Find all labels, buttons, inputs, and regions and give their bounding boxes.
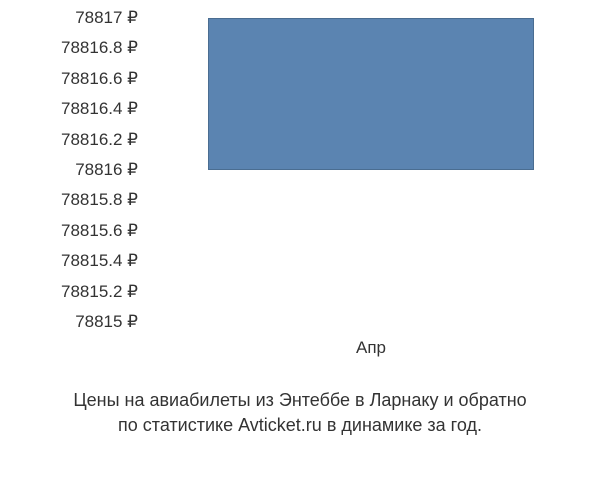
y-tick: 78816.8 ₽	[61, 38, 138, 58]
x-axis-label: Апр	[356, 338, 386, 358]
y-tick: 78816 ₽	[75, 160, 138, 180]
y-tick: 78815.2 ₽	[61, 282, 138, 302]
caption-line-1: Цены на авиабилеты из Энтеббе в Ларнаку …	[0, 388, 600, 413]
y-tick: 78816.4 ₽	[61, 99, 138, 119]
y-tick: 78816.6 ₽	[61, 69, 138, 89]
y-tick: 78815.6 ₽	[61, 221, 138, 241]
caption-line-2: по статистике Avticket.ru в динамике за …	[0, 413, 600, 438]
chart-caption: Цены на авиабилеты из Энтеббе в Ларнаку …	[0, 388, 600, 438]
plot-area	[152, 18, 572, 322]
y-tick: 78815.8 ₽	[61, 190, 138, 210]
y-tick: 78817 ₽	[75, 8, 138, 28]
price-bar-apr	[208, 18, 534, 170]
y-tick: 78816.2 ₽	[61, 130, 138, 150]
y-tick: 78815 ₽	[75, 312, 138, 332]
price-chart: 78817 ₽ 78816.8 ₽ 78816.6 ₽ 78816.4 ₽ 78…	[0, 0, 600, 500]
y-tick: 78815.4 ₽	[61, 251, 138, 271]
